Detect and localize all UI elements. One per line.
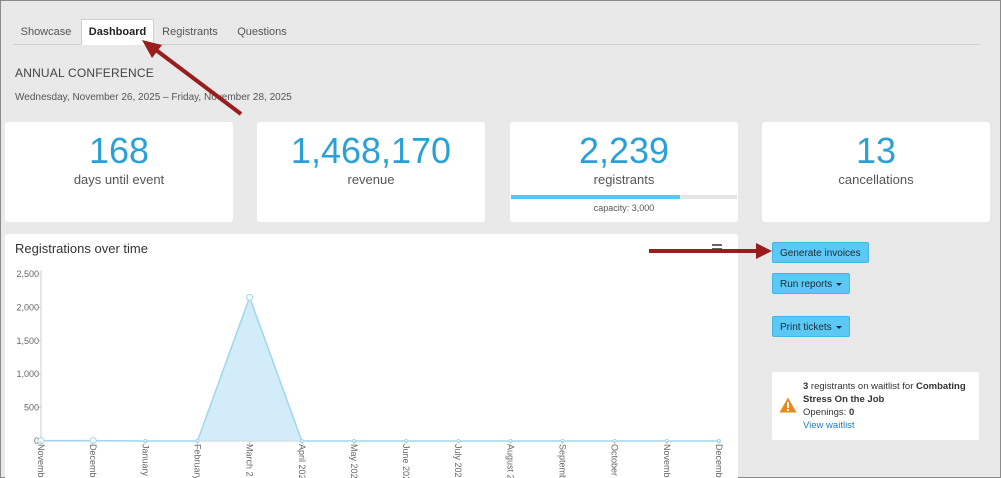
stat-label: cancellations: [838, 172, 914, 187]
x-tick-label: February: [192, 444, 202, 478]
waitlist-text: registrants on waitlist for: [808, 381, 917, 392]
run-reports-button[interactable]: Run reports: [772, 273, 851, 294]
x-tick-label: May 202: [349, 444, 359, 478]
warning-icon: [779, 397, 797, 413]
data-point: [246, 293, 254, 301]
tab-showcase[interactable]: Showcase: [20, 26, 72, 38]
tab-registrants[interactable]: Registrants: [162, 26, 218, 38]
waitlist-notice: 3 registrants on waitlist for Combating …: [772, 372, 979, 440]
event-title: ANNUAL CONFERENCE: [15, 66, 154, 80]
stat-value: 13: [855, 130, 897, 171]
chart-title: Registrations over time: [15, 241, 148, 256]
stat-card-cancellations: 13 cancellations: [762, 122, 990, 222]
area-fill: [41, 297, 719, 441]
x-tick-label: Decemb: [714, 444, 724, 478]
x-tick-label: Decemb: [88, 444, 98, 478]
x-tick-label: January: [140, 444, 150, 477]
tab-bar: Showcase Dashboard Registrants Questions: [13, 19, 980, 45]
generate-invoices-button[interactable]: Generate invoices: [772, 242, 869, 263]
y-tick-label: 1,500: [16, 336, 39, 346]
series-line: [41, 295, 719, 442]
x-tick-label: June 202: [401, 444, 411, 478]
registrations-chart: 0 500 1,000 1,500 2,000 2,500 Novemb Decemb Janu…: [16, 269, 724, 478]
run-reports-label: Run reports: [780, 279, 833, 290]
stat-value: 2,239: [578, 130, 670, 171]
x-tick-label: July 202: [453, 444, 463, 478]
y-tick-label: 2,000: [16, 302, 39, 312]
capacity-progress-fill: [511, 195, 680, 199]
stat-label: revenue: [347, 172, 395, 187]
stat-label: registrants: [593, 172, 655, 187]
openings-label: Openings:: [803, 407, 849, 418]
capacity-text: capacity: 3,000: [593, 203, 655, 213]
x-tick-label: March 2: [245, 444, 255, 477]
print-tickets-label: Print tickets: [780, 322, 832, 333]
waitlist-session-name-cont: Stress On the Job: [803, 394, 885, 405]
y-tick-label: 500: [24, 403, 39, 413]
x-tick-label: August 2: [505, 444, 515, 478]
tab-questions[interactable]: Questions: [237, 26, 287, 38]
y-tick-label: 2,500: [16, 269, 39, 279]
waitlist-openings: Openings: 0: [803, 407, 854, 418]
waitlist-session-name: Combating: [916, 381, 966, 392]
stat-value: 168: [88, 130, 150, 171]
y-tick-label: 1,000: [16, 369, 39, 379]
event-dates: Wednesday, November 26, 2025 – Friday, N…: [15, 92, 292, 103]
y-tick-label: 0: [34, 436, 39, 446]
capacity-progress-bar: [511, 195, 737, 199]
stat-value: 1,468,170: [290, 130, 452, 171]
caret-down-icon: [835, 325, 842, 329]
waitlist-summary: 3 registrants on waitlist for Combating: [803, 381, 966, 392]
registrations-chart-panel: Registrations over time 0 500 1,000 1,500 2,…: [5, 234, 738, 478]
tab-dashboard[interactable]: Dashboard: [81, 19, 154, 45]
waitlist-count: 3: [803, 381, 809, 392]
view-waitlist-link[interactable]: View waitlist: [803, 420, 855, 431]
openings-value: 0: [848, 407, 855, 418]
x-tick-label: Septemb: [558, 444, 568, 478]
x-tick-label: Novemb: [36, 444, 46, 478]
x-tick-label: October: [610, 444, 620, 476]
x-tick-label: Novemb: [662, 444, 672, 478]
stat-label: days until event: [73, 172, 165, 187]
x-tick-label: April 202: [297, 444, 307, 478]
caret-down-icon: [836, 282, 843, 286]
print-tickets-button[interactable]: Print tickets: [772, 316, 850, 337]
stat-card-revenue: 1,468,170 revenue: [257, 122, 485, 222]
stat-card-registrants: 2,239 registrants capacity: 3,000: [510, 122, 738, 222]
stat-card-days: 168 days until event: [5, 122, 233, 222]
